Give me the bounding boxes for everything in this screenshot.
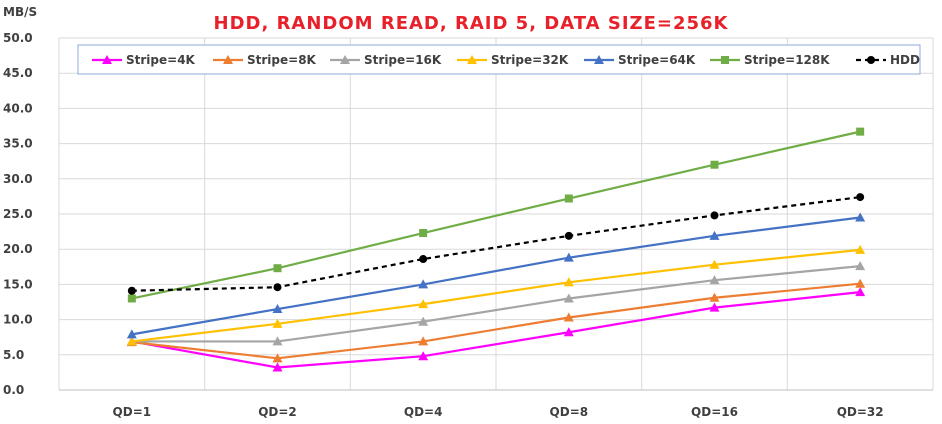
y-axis-label: MB/S <box>3 5 37 19</box>
data-point <box>272 362 283 372</box>
data-point <box>127 286 136 295</box>
legend-item: Stripe=4K <box>92 53 196 67</box>
legend-item: Stripe=32K <box>457 53 569 67</box>
data-point <box>418 299 429 309</box>
y-tick-label: 50.0 <box>3 31 33 45</box>
data-point <box>563 327 574 337</box>
y-tick-label: 20.0 <box>3 242 33 256</box>
data-point <box>418 351 429 361</box>
legend-item: HDD <box>856 53 920 67</box>
data-point <box>855 278 866 288</box>
data-point <box>855 287 866 297</box>
data-point <box>709 302 720 312</box>
legend-label: Stripe=4K <box>126 53 196 67</box>
legend-swatch-marker <box>467 55 477 64</box>
data-point <box>563 312 574 322</box>
series-line <box>131 291 861 369</box>
legend-item: Stripe=64K <box>584 53 696 67</box>
series-hdd <box>127 193 865 295</box>
chart-title: HDD, RANDOM READ, RAID 5, DATA SIZE=256K <box>214 13 729 34</box>
x-tick-label: QD=4 <box>404 405 443 419</box>
y-tick-label: 25.0 <box>3 207 33 221</box>
data-point <box>709 259 720 269</box>
y-tick-label: 35.0 <box>3 137 33 151</box>
data-point <box>564 194 573 203</box>
y-tick-label: 45.0 <box>3 66 33 80</box>
data-point <box>855 261 866 271</box>
series-line <box>131 282 861 360</box>
x-tick-label: QD=2 <box>258 405 297 419</box>
x-tick-label: QD=8 <box>550 405 589 419</box>
legend: Stripe=4K Stripe=8K Stripe=16K Stripe=32K St… <box>77 44 921 75</box>
legend-swatch-marker <box>102 55 112 64</box>
data-point <box>709 275 720 285</box>
series-stripe-8k <box>126 278 866 363</box>
data-point <box>856 193 865 202</box>
data-point <box>126 329 137 339</box>
series-lines <box>126 127 866 372</box>
data-point <box>272 353 283 363</box>
legend-label: Stripe=128K <box>744 53 830 67</box>
data-point <box>710 160 719 169</box>
data-point <box>563 277 574 287</box>
legend-item: Stripe=8K <box>213 53 317 67</box>
series-line <box>131 216 861 336</box>
series-stripe-64k <box>126 212 866 339</box>
legend-label: HDD <box>890 53 920 67</box>
legend-item: Stripe=128K <box>710 53 830 67</box>
data-point <box>127 294 136 303</box>
y-tick-label: 40.0 <box>3 101 33 115</box>
legend-label: Stripe=16K <box>364 53 442 67</box>
data-point <box>855 244 866 254</box>
legend-item: Stripe=16K <box>330 53 442 67</box>
data-point <box>563 252 574 262</box>
series-line <box>131 130 861 300</box>
legend-label: Stripe=8K <box>247 53 317 67</box>
data-point <box>273 264 282 273</box>
x-tick-label: QD=1 <box>113 405 152 419</box>
data-point <box>418 316 429 326</box>
legend-swatch-marker <box>223 55 233 64</box>
data-point <box>126 336 137 346</box>
data-point <box>856 127 865 136</box>
data-point <box>418 336 429 346</box>
gridlines <box>58 37 934 390</box>
data-point <box>709 292 720 302</box>
y-tick-label: 30.0 <box>3 172 33 186</box>
legend-swatch-marker <box>721 56 729 64</box>
axes: 0.0 5.0 10.0 15.0 20.0 25.0 30.0 35.0 40.0 45.0 50… <box>3 31 933 419</box>
data-point <box>273 283 282 292</box>
legend-swatch-marker <box>340 55 350 64</box>
data-point <box>855 212 866 222</box>
series-stripe-32k <box>126 244 866 346</box>
x-tick-label: QD=16 <box>691 405 738 419</box>
data-point <box>419 255 428 264</box>
data-point <box>710 211 719 220</box>
series-stripe-128k <box>127 127 865 303</box>
data-point <box>709 230 720 240</box>
series-line <box>131 248 861 343</box>
data-point <box>419 229 428 238</box>
data-point <box>563 293 574 303</box>
data-point <box>272 318 283 328</box>
series-line <box>131 196 861 292</box>
data-point <box>564 231 573 240</box>
legend-swatch-marker <box>594 55 604 64</box>
y-tick-label: 10.0 <box>3 313 33 327</box>
y-tick-label: 15.0 <box>3 277 33 291</box>
data-point <box>272 304 283 314</box>
y-tick-label: 5.0 <box>3 348 24 362</box>
legend-swatch-marker <box>867 56 875 64</box>
data-point <box>272 336 283 346</box>
legend-label: Stripe=64K <box>618 53 696 67</box>
legend-label: Stripe=32K <box>491 53 569 67</box>
series-line <box>131 265 861 343</box>
data-point <box>418 279 429 289</box>
x-tick-label: QD=32 <box>837 405 884 419</box>
y-tick-label: 0.0 <box>3 383 24 397</box>
